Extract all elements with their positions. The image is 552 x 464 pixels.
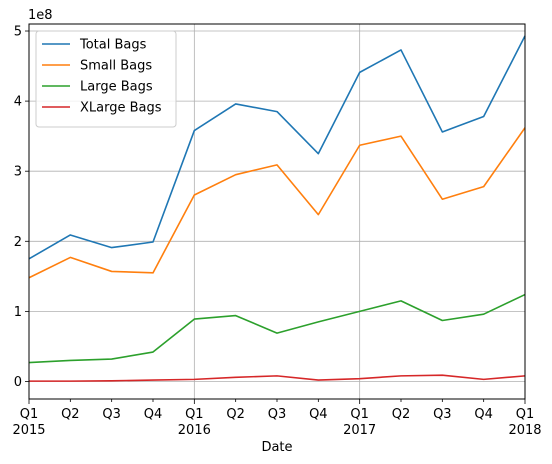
legend-label: Large Bags — [80, 80, 153, 95]
y-axis: 0 1 2 3 4 5 — [14, 25, 29, 390]
x-tick-label: Q4 — [144, 407, 163, 422]
x-tick-label: Q1 2015 — [12, 407, 45, 438]
y-tick-label: 4 — [14, 95, 22, 110]
legend-label: Small Bags — [80, 59, 152, 74]
x-tick-label: Q2 — [392, 407, 411, 422]
y-offset-label: 1e8 — [28, 8, 53, 23]
x-tick-label: Q1 2016 — [178, 407, 211, 438]
x-tick-label: Q1 2017 — [343, 407, 376, 438]
x-tick-label: Q1 2018 — [508, 407, 541, 438]
y-tick-label: 5 — [14, 25, 22, 40]
x-tick-label: Q3 — [102, 407, 121, 422]
x-tick-label: Q3 — [433, 407, 452, 422]
y-tick-label: 1 — [14, 305, 22, 320]
legend: Total Bags Small Bags Large Bags XLarge Bag… — [36, 31, 176, 127]
x-tick-label: Q3 — [268, 407, 287, 422]
x-axis: Q1 2015 Q2 Q3 Q4 Q1 2016 Q2 Q3 Q4 Q1 2017 Q2 Q3 Q4 Q1 20… — [12, 399, 541, 438]
series-line-small-bags — [29, 128, 525, 278]
x-axis-label: Date — [261, 440, 292, 455]
y-tick-label: 0 — [14, 375, 22, 390]
x-tick-label: Q2 — [226, 407, 245, 422]
x-tick-label: Q2 — [61, 407, 80, 422]
y-tick-label: 2 — [14, 235, 22, 250]
series-line-large-bags — [29, 295, 525, 363]
legend-label: Total Bags — [79, 38, 147, 53]
series-line-xlarge-bags — [29, 375, 525, 381]
legend-label: XLarge Bags — [80, 101, 162, 116]
y-tick-label: 3 — [14, 165, 22, 180]
x-tick-label: Q4 — [309, 407, 328, 422]
x-tick-label: Q4 — [474, 407, 493, 422]
